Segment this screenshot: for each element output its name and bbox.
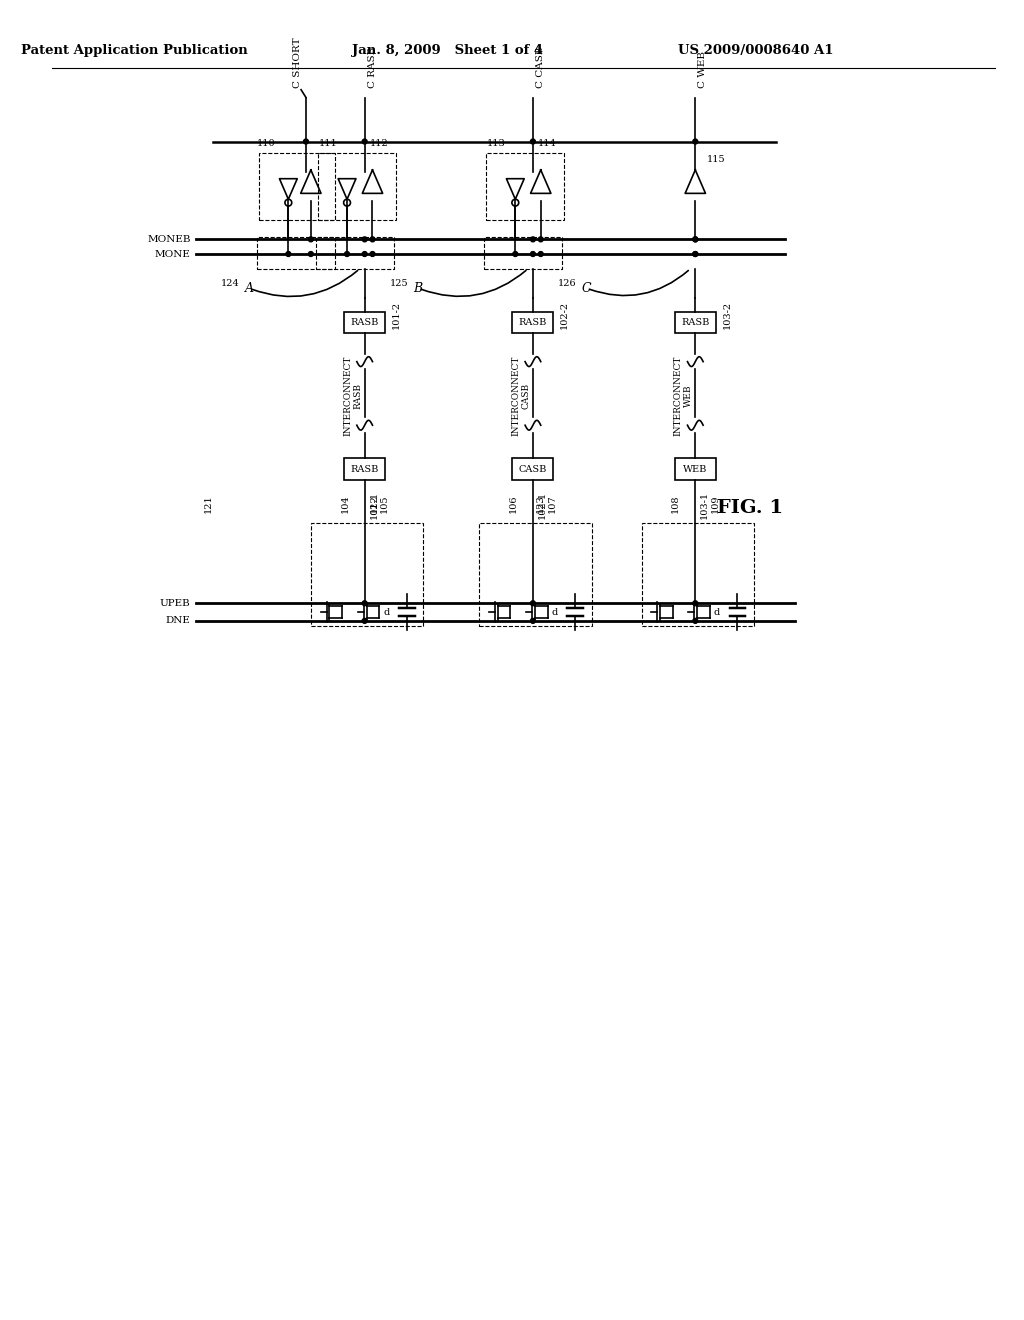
- Circle shape: [362, 139, 367, 144]
- Text: B: B: [414, 281, 423, 294]
- Circle shape: [308, 252, 313, 256]
- Circle shape: [513, 252, 518, 256]
- Text: 126: 126: [558, 279, 577, 288]
- Text: 122: 122: [370, 494, 379, 513]
- Text: Patent Application Publication: Patent Application Publication: [22, 44, 248, 57]
- Circle shape: [308, 236, 313, 242]
- Bar: [479, 523, 592, 626]
- Text: INTERCONNECT
CASB: INTERCONNECT CASB: [511, 355, 530, 436]
- Text: 114: 114: [538, 140, 557, 148]
- Text: C CASB: C CASB: [536, 46, 545, 87]
- Text: C: C: [582, 281, 592, 294]
- Text: d: d: [383, 607, 389, 616]
- Circle shape: [530, 252, 536, 256]
- Text: INTERCONNECT
WEB: INTERCONNECT WEB: [674, 355, 693, 436]
- Text: A: A: [246, 281, 254, 294]
- Text: C SHORT: C SHORT: [293, 37, 302, 87]
- Text: 123: 123: [537, 494, 545, 513]
- Text: Jan. 8, 2009   Sheet 1 of 4: Jan. 8, 2009 Sheet 1 of 4: [352, 44, 544, 57]
- Text: 105: 105: [380, 494, 389, 512]
- Circle shape: [370, 236, 375, 242]
- Text: 113: 113: [487, 140, 506, 148]
- Bar: [512, 458, 553, 480]
- Circle shape: [693, 619, 697, 623]
- Circle shape: [530, 139, 536, 144]
- Circle shape: [693, 601, 697, 606]
- Text: 101-1: 101-1: [370, 491, 379, 519]
- Bar: [641, 523, 754, 626]
- Text: C WEB: C WEB: [698, 50, 708, 87]
- Text: CASB: CASB: [519, 465, 547, 474]
- Bar: [315, 238, 394, 269]
- Circle shape: [693, 252, 697, 256]
- Text: 102-2: 102-2: [560, 301, 569, 329]
- Text: 108: 108: [672, 494, 680, 512]
- Circle shape: [362, 236, 367, 242]
- Circle shape: [693, 236, 697, 242]
- Text: 124: 124: [221, 279, 240, 288]
- Text: 109: 109: [711, 494, 720, 512]
- Text: RASB: RASB: [519, 318, 547, 327]
- Text: US 2009/0008640 A1: US 2009/0008640 A1: [678, 44, 834, 57]
- Text: UPEB: UPEB: [160, 599, 190, 607]
- Bar: [344, 458, 385, 480]
- Circle shape: [362, 619, 367, 623]
- Bar: [675, 312, 716, 333]
- Text: d: d: [552, 607, 558, 616]
- Text: INTERCONNECT
RASB: INTERCONNECT RASB: [343, 355, 362, 436]
- Text: 106: 106: [509, 494, 518, 512]
- Text: 103-1: 103-1: [700, 491, 710, 519]
- Circle shape: [370, 252, 375, 256]
- Circle shape: [286, 252, 291, 256]
- Bar: [512, 312, 553, 333]
- Text: 111: 111: [318, 140, 338, 148]
- Circle shape: [693, 252, 697, 256]
- Text: 103-2: 103-2: [723, 301, 732, 329]
- Text: 112: 112: [370, 140, 388, 148]
- Circle shape: [693, 236, 697, 242]
- Text: d: d: [714, 607, 720, 616]
- Text: WEB: WEB: [683, 465, 708, 474]
- Text: C RASB: C RASB: [368, 46, 377, 87]
- Bar: [484, 238, 562, 269]
- Text: 104: 104: [341, 494, 349, 512]
- Text: 101-2: 101-2: [392, 301, 401, 329]
- Text: 107: 107: [548, 494, 557, 512]
- Text: MONEB: MONEB: [147, 235, 190, 244]
- Text: FIG. 1: FIG. 1: [717, 499, 783, 517]
- Text: 102-1: 102-1: [538, 491, 547, 519]
- Text: RASB: RASB: [350, 318, 379, 327]
- Circle shape: [303, 139, 308, 144]
- Text: 125: 125: [390, 279, 409, 288]
- Circle shape: [539, 236, 543, 242]
- Bar: [311, 523, 423, 626]
- Circle shape: [345, 252, 349, 256]
- Bar: [486, 153, 564, 220]
- Circle shape: [530, 236, 536, 242]
- Bar: [317, 153, 396, 220]
- Text: 115: 115: [707, 154, 726, 164]
- Text: RASB: RASB: [350, 465, 379, 474]
- Text: MONE: MONE: [155, 249, 190, 259]
- Text: 110: 110: [257, 140, 275, 148]
- Circle shape: [539, 252, 543, 256]
- Circle shape: [530, 619, 536, 623]
- Circle shape: [530, 601, 536, 606]
- Circle shape: [362, 252, 367, 256]
- Text: DNE: DNE: [166, 616, 190, 626]
- Text: 121: 121: [204, 494, 213, 513]
- Bar: [259, 153, 335, 220]
- Text: RASB: RASB: [681, 318, 710, 327]
- Circle shape: [362, 601, 367, 606]
- Bar: [675, 458, 716, 480]
- Circle shape: [693, 139, 697, 144]
- Bar: [257, 238, 335, 269]
- Bar: [344, 312, 385, 333]
